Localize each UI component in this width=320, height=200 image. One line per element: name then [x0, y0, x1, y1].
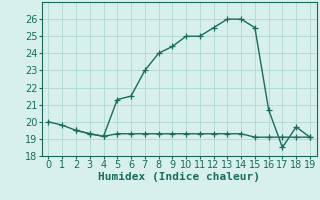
X-axis label: Humidex (Indice chaleur): Humidex (Indice chaleur) [98, 172, 260, 182]
